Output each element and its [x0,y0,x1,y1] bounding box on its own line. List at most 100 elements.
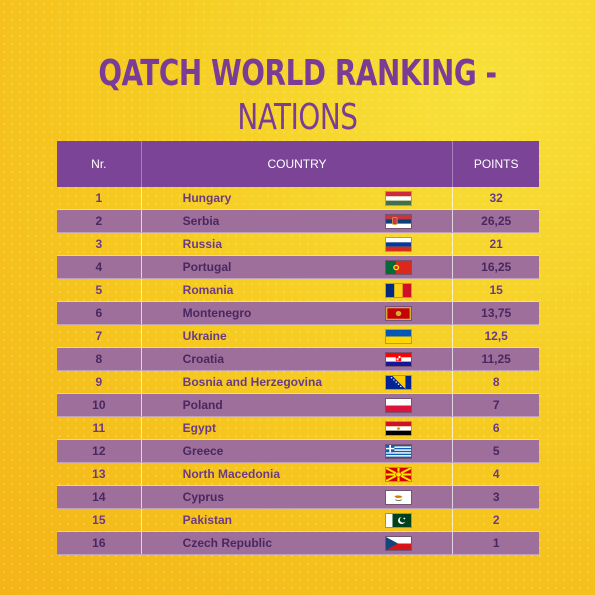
ranking-table: Nr. COUNTRY POINTS 1 Hungary 32 2 Serbia 26,2… [57,141,539,555]
rank-cell: 15 [57,509,142,531]
cyprus-flag-icon [384,490,412,505]
table-row: 5 Romania 15 [57,279,539,302]
country-name: Russia [182,237,223,251]
table-row: 12 Greece 5 [57,440,539,463]
points-cell: 2 [452,509,539,531]
table-row: 4 Portugal 16,25 [57,256,539,279]
romania-flag-icon [384,283,412,298]
country-cell: Serbia [142,210,453,232]
country-cell: Croatia [142,348,453,370]
rank-cell: 4 [57,256,142,278]
table-row: 14 Cyprus 3 [57,486,539,509]
bosnia-flag-icon [384,375,412,390]
table-row: 8 Croatia 11,25 [57,348,539,371]
rank-cell: 11 [57,417,142,439]
rank-cell: 6 [57,302,142,324]
points-cell: 4 [452,463,539,485]
hungary-flag-icon [384,191,412,206]
country-cell: North Macedonia [142,463,453,485]
rank-cell: 5 [57,279,142,301]
points-cell: 11,25 [452,348,539,370]
points-cell: 3 [452,486,539,508]
header-points: POINTS [452,141,539,187]
rank-cell: 10 [57,394,142,416]
country-name: Cyprus [182,490,224,504]
points-cell: 26,25 [452,210,539,232]
egypt-flag-icon [384,421,412,436]
points-cell: 5 [452,440,539,462]
russia-flag-icon [384,237,412,252]
rank-cell: 13 [57,463,142,485]
rank-cell: 14 [57,486,142,508]
title-sub: NATIONS [237,97,358,138]
table-row: 3 Russia 21 [57,233,539,256]
rank-cell: 16 [57,532,142,554]
rank-cell: 12 [57,440,142,462]
country-cell: Pakistan [142,509,453,531]
country-name: Egypt [182,421,216,435]
croatia-flag-icon [384,352,412,367]
rank-cell: 3 [57,233,142,255]
points-cell: 12,5 [452,325,539,347]
country-cell: Egypt [142,417,453,439]
table-row: 9 Bosnia and Herzegovina 8 [57,371,539,394]
country-name: Romania [182,283,234,297]
table-row: 7 Ukraine 12,5 [57,325,539,348]
country-cell: Portugal [142,256,453,278]
table-header: Nr. COUNTRY POINTS [57,141,539,187]
montenegro-flag-icon [384,306,412,321]
country-cell: Greece [142,440,453,462]
country-name: Ukraine [182,329,227,343]
country-cell: Czech Republic [142,532,453,554]
country-name: Serbia [182,214,220,228]
rank-cell: 8 [57,348,142,370]
points-cell: 13,75 [452,302,539,324]
rank-cell: 1 [57,187,142,209]
points-cell: 6 [452,417,539,439]
header-country: COUNTRY [267,157,327,171]
table-row: 11 Egypt 6 [57,417,539,440]
ukraine-flag-icon [384,329,412,344]
points-cell: 7 [452,394,539,416]
points-cell: 32 [452,187,539,209]
title-main: QATCH WORLD RANKING - [98,53,497,94]
country-name: Hungary [182,191,232,205]
rank-cell: 7 [57,325,142,347]
country-name: Portugal [182,260,232,274]
country-cell: Romania [142,279,453,301]
north-macedonia-flag-icon [384,467,412,482]
table-row: 15 Pakistan 2 [57,509,539,532]
points-cell: 1 [452,532,539,554]
pakistan-flag-icon [384,513,412,528]
country-name: Bosnia and Herzegovina [182,375,323,389]
country-name: North Macedonia [182,467,280,481]
table-row: 16 Czech Republic 1 [57,532,539,555]
country-name: Pakistan [182,513,233,527]
country-name: Montenegro [182,306,252,320]
serbia-flag-icon [384,214,412,229]
points-cell: 8 [452,371,539,393]
table-row: 1 Hungary 32 [57,187,539,210]
points-cell: 16,25 [452,256,539,278]
country-cell: Cyprus [142,486,453,508]
page-title: QATCH WORLD RANKING - NATIONS [42,52,554,140]
table-row: 10 Poland 7 [57,394,539,417]
country-name: Poland [182,398,223,412]
country-cell: Ukraine [142,325,453,347]
points-cell: 21 [452,233,539,255]
table-row: 13 North Macedonia 4 [57,463,539,486]
rank-cell: 9 [57,371,142,393]
table-body: 1 Hungary 32 2 Serbia 26,25 3 Russia 21 4 Portugal… [57,187,539,555]
country-name: Czech Republic [182,536,273,550]
greece-flag-icon [384,444,412,459]
table-row: 2 Serbia 26,25 [57,210,539,233]
poland-flag-icon [384,398,412,413]
czech-flag-icon [384,536,412,551]
points-cell: 15 [452,279,539,301]
header-nr: Nr. [57,141,142,187]
portugal-flag-icon [384,260,412,275]
country-cell: Poland [142,394,453,416]
country-name: Croatia [182,352,224,366]
table-row: 6 Montenegro 13,75 [57,302,539,325]
country-cell: Russia [142,233,453,255]
